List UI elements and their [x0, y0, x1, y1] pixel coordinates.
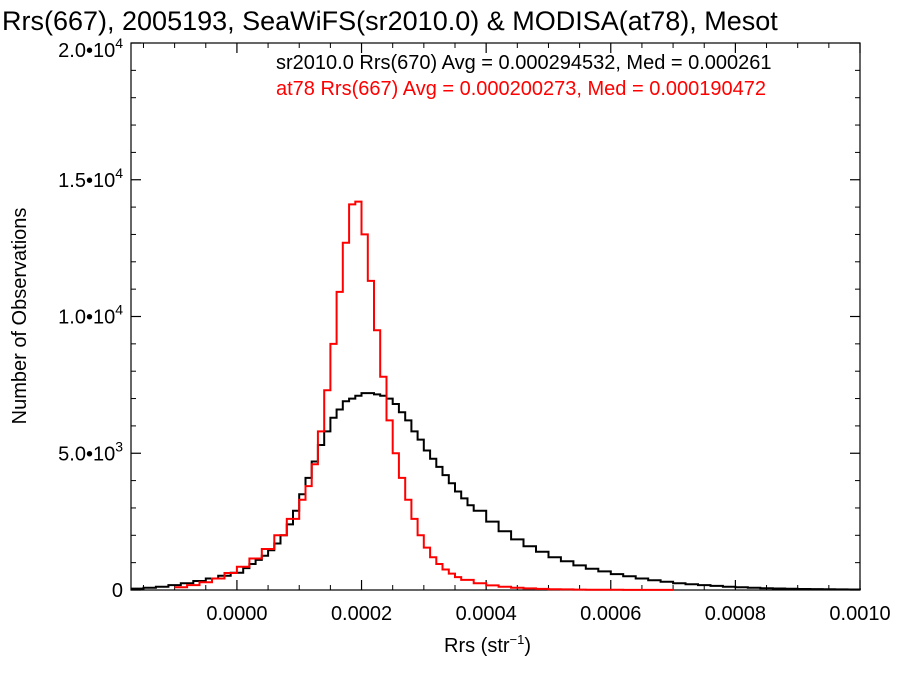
x-axis-label-close: ) [524, 635, 531, 657]
y-tick-label: 5.0•103 [58, 438, 123, 465]
x-tick-label: 0.0004 [456, 603, 517, 625]
y-axis-label: Number of Observations [9, 208, 31, 425]
x-axis-label-main: Rrs (str [444, 635, 510, 657]
x-axis-ticks: 0.0000 0.0002 0.0004 0.0006 0.0008 0.0010 [142, 43, 891, 625]
x-tick-label: 0.0000 [206, 603, 267, 625]
y-tick-label: 1.0•104 [58, 302, 123, 329]
x-tick-label: 0.0010 [829, 603, 890, 625]
y-tick-label-exponent: 3 [115, 438, 123, 454]
legend-entry-black: sr2010.0 Rrs(670) Avg = 0.000294532, Med… [276, 52, 772, 74]
y-tick-label-exponent: 4 [115, 165, 123, 181]
series-layer [131, 200, 861, 591]
legend-entry-red: at78 Rrs(667) Avg = 0.000200273, Med = 0… [276, 78, 766, 100]
y-tick-label-base: 0 [112, 580, 123, 602]
y-tick-label-base: 5.0•10 [58, 443, 115, 465]
y-tick-label-exponent: 4 [115, 35, 123, 51]
x-tick-label: 0.0002 [331, 603, 392, 625]
y-tick-label-base: 2.0•10 [58, 40, 115, 62]
y-tick-label: 0 [112, 580, 123, 602]
y-tick-label: 1.5•104 [58, 165, 123, 192]
x-axis-label: Rrs (str−1) [444, 632, 531, 657]
x-tick-label: 0.0008 [705, 603, 766, 625]
series-line-red [174, 200, 675, 591]
y-tick-label-base: 1.0•10 [58, 307, 115, 329]
x-axis-label-superscript: −1 [510, 632, 525, 647]
chart-title: Rrs(667), 2005193, SeaWiFS(sr2010.0) & M… [2, 6, 778, 36]
x-tick-label: 0.0006 [580, 603, 641, 625]
series-line-black [131, 392, 861, 591]
y-tick-label-exponent: 4 [115, 302, 123, 318]
y-tick-label-base: 1.5•10 [58, 170, 115, 192]
plot-frame [130, 42, 861, 591]
y-tick-label: 2.0•104 [58, 35, 123, 62]
